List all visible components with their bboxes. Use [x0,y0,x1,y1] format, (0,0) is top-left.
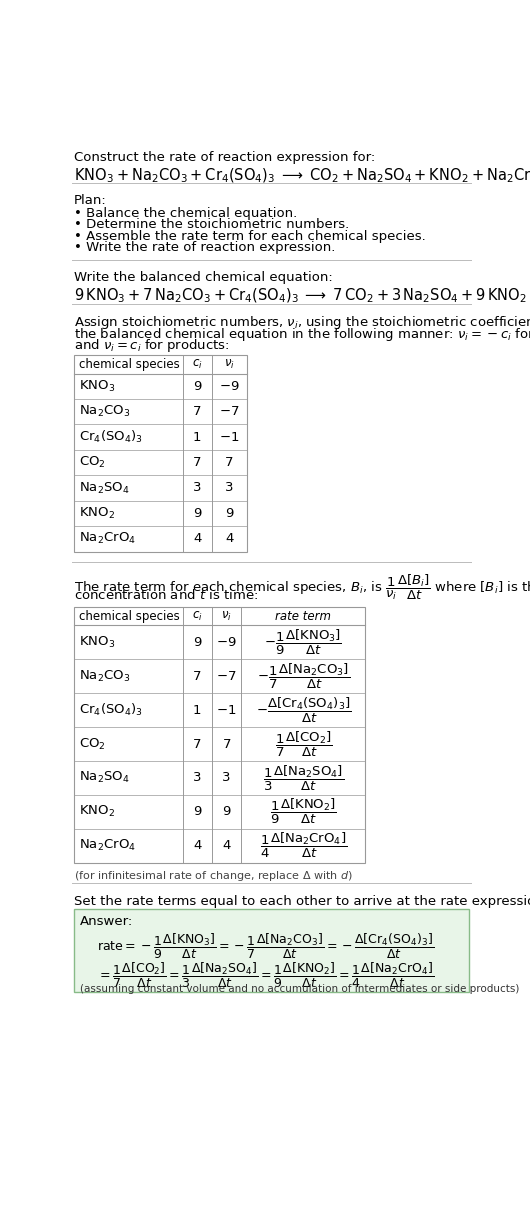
Text: 9: 9 [225,507,234,519]
Text: $\mathrm{Na_2SO_4}$: $\mathrm{Na_2SO_4}$ [78,481,129,495]
Text: 9: 9 [223,806,231,818]
Text: $\dfrac{1}{9}\dfrac{\Delta[\mathrm{KNO_2}]}{\Delta t}$: $\dfrac{1}{9}\dfrac{\Delta[\mathrm{KNO_2… [270,797,337,826]
Text: $\mathrm{Cr_4(SO_4)_3}$: $\mathrm{Cr_4(SO_4)_3}$ [78,429,143,446]
Text: 1: 1 [193,703,201,716]
Text: Answer:: Answer: [80,914,134,928]
Text: The rate term for each chemical species, $B_i$, is $\dfrac{1}{\nu_i}\dfrac{\Delt: The rate term for each chemical species,… [74,573,530,603]
Text: $\mathrm{KNO_2}$: $\mathrm{KNO_2}$ [78,805,114,819]
Text: • Write the rate of reaction expression.: • Write the rate of reaction expression. [74,242,335,254]
Text: • Determine the stoichiometric numbers.: • Determine the stoichiometric numbers. [74,219,349,231]
Text: $c_i$: $c_i$ [192,358,202,371]
Text: $-7$: $-7$ [216,669,237,683]
Text: chemical species: chemical species [78,358,179,371]
Text: $c_i$: $c_i$ [192,610,202,623]
Text: • Balance the chemical equation.: • Balance the chemical equation. [74,207,297,220]
Text: 7: 7 [193,457,201,469]
Text: $\mathrm{Na_2CrO_4}$: $\mathrm{Na_2CrO_4}$ [78,532,136,546]
Text: chemical species: chemical species [78,610,179,622]
Text: 7: 7 [193,405,201,418]
Text: $-1$: $-1$ [216,703,237,716]
Text: $\mathrm{Cr_4(SO_4)_3}$: $\mathrm{Cr_4(SO_4)_3}$ [78,702,143,719]
Text: 3: 3 [193,482,201,494]
Text: (assuming constant volume and no accumulation of intermediates or side products): (assuming constant volume and no accumul… [80,985,519,994]
Text: Plan:: Plan: [74,194,107,208]
Text: 3: 3 [225,482,234,494]
Text: $\mathrm{CO_2}$: $\mathrm{CO_2}$ [78,737,105,751]
Text: 9: 9 [193,635,201,649]
Text: 9: 9 [193,379,201,393]
Text: $-\dfrac{1}{7}\dfrac{\Delta[\mathrm{Na_2CO_3}]}{\Delta t}$: $-\dfrac{1}{7}\dfrac{\Delta[\mathrm{Na_2… [257,662,350,691]
Text: Construct the rate of reaction expression for:: Construct the rate of reaction expressio… [74,151,375,164]
Text: Set the rate terms equal to each other to arrive at the rate expression:: Set the rate terms equal to each other t… [74,895,530,908]
Text: and $\nu_i = c_i$ for products:: and $\nu_i = c_i$ for products: [74,337,229,354]
Bar [74,606,365,863]
Text: 7: 7 [225,457,234,469]
Text: $\mathrm{Na_2CO_3}$: $\mathrm{Na_2CO_3}$ [78,405,130,419]
Text: $\mathrm{9\,KNO_3 + 7\,Na_2CO_3 + Cr_4(SO_4)_3 \;\longrightarrow\; 7\,CO_2 + 3\,: $\mathrm{9\,KNO_3 + 7\,Na_2CO_3 + Cr_4(S… [74,286,530,306]
Text: $\mathrm{rate} = -\dfrac{1}{9}\dfrac{\Delta[\mathrm{KNO_3}]}{\Delta t} = -\dfrac: $\mathrm{rate} = -\dfrac{1}{9}\dfrac{\De… [97,931,435,960]
Text: • Assemble the rate term for each chemical species.: • Assemble the rate term for each chemic… [74,230,426,243]
Text: 7: 7 [223,738,231,750]
Text: 3: 3 [223,772,231,784]
Text: 4: 4 [223,840,231,852]
Text: $\dfrac{1}{3}\dfrac{\Delta[\mathrm{Na_2SO_4}]}{\Delta t}$: $\dfrac{1}{3}\dfrac{\Delta[\mathrm{Na_2S… [263,763,344,792]
Text: $-1$: $-1$ [219,431,240,443]
Text: $\mathrm{KNO_2}$: $\mathrm{KNO_2}$ [78,506,114,521]
Text: $\mathrm{CO_2}$: $\mathrm{CO_2}$ [78,455,105,470]
Text: Assign stoichiometric numbers, $\nu_i$, using the stoichiometric coefficients, $: Assign stoichiometric numbers, $\nu_i$, … [74,314,530,331]
Text: $-\dfrac{1}{9}\dfrac{\Delta[\mathrm{KNO_3}]}{\Delta t}$: $-\dfrac{1}{9}\dfrac{\Delta[\mathrm{KNO_… [264,628,342,657]
Text: 4: 4 [225,533,234,545]
Text: $\mathrm{KNO_3}$: $\mathrm{KNO_3}$ [78,635,115,650]
Text: rate term: rate term [276,610,331,622]
Text: 7: 7 [193,738,201,750]
Text: 9: 9 [193,507,201,519]
Text: $\nu_i$: $\nu_i$ [224,358,235,371]
Text: $\mathrm{KNO_3 + Na_2CO_3 + Cr_4(SO_4)_3 \;\longrightarrow\; CO_2 + Na_2SO_4 + K: $\mathrm{KNO_3 + Na_2CO_3 + Cr_4(SO_4)_3… [74,167,530,185]
Text: $\dfrac{1}{7}\dfrac{\Delta[\mathrm{CO_2}]}{\Delta t}$: $\dfrac{1}{7}\dfrac{\Delta[\mathrm{CO_2}… [275,730,332,759]
Text: $\mathrm{Na_2SO_4}$: $\mathrm{Na_2SO_4}$ [78,771,129,785]
Text: the balanced chemical equation in the following manner: $\nu_i = -c_i$ for react: the balanced chemical equation in the fo… [74,326,530,343]
Text: 3: 3 [193,772,201,784]
Text: (for infinitesimal rate of change, replace Δ with $d$): (for infinitesimal rate of change, repla… [74,869,353,883]
Text: $-7$: $-7$ [219,405,240,418]
Bar [74,908,469,992]
Text: 4: 4 [193,533,201,545]
Text: $\dfrac{1}{4}\dfrac{\Delta[\mathrm{Na_2CrO_4}]}{\Delta t}$: $\dfrac{1}{4}\dfrac{\Delta[\mathrm{Na_2C… [260,831,347,860]
Text: 9: 9 [193,806,201,818]
Text: $-9$: $-9$ [219,379,240,393]
Text: Write the balanced chemical equation:: Write the balanced chemical equation: [74,272,333,284]
Text: concentration and $t$ is time:: concentration and $t$ is time: [74,588,258,603]
Text: 7: 7 [193,669,201,683]
Text: $\mathrm{Na_2CrO_4}$: $\mathrm{Na_2CrO_4}$ [78,838,136,853]
Text: $-9$: $-9$ [216,635,237,649]
Text: $\mathrm{Na_2CO_3}$: $\mathrm{Na_2CO_3}$ [78,669,130,684]
Text: $-\dfrac{\Delta[\mathrm{Cr_4(SO_4)_3}]}{\Delta t}$: $-\dfrac{\Delta[\mathrm{Cr_4(SO_4)_3}]}{… [255,696,351,725]
Text: 4: 4 [193,840,201,852]
Text: $\nu_i$: $\nu_i$ [221,610,232,623]
Text: 1: 1 [193,431,201,443]
Text: $= \dfrac{1}{7}\dfrac{\Delta[\mathrm{CO_2}]}{\Delta t} = \dfrac{1}{3}\dfrac{\Del: $= \dfrac{1}{7}\dfrac{\Delta[\mathrm{CO_… [97,962,434,991]
Bar [74,355,247,552]
Text: $\mathrm{KNO_3}$: $\mathrm{KNO_3}$ [78,379,115,394]
